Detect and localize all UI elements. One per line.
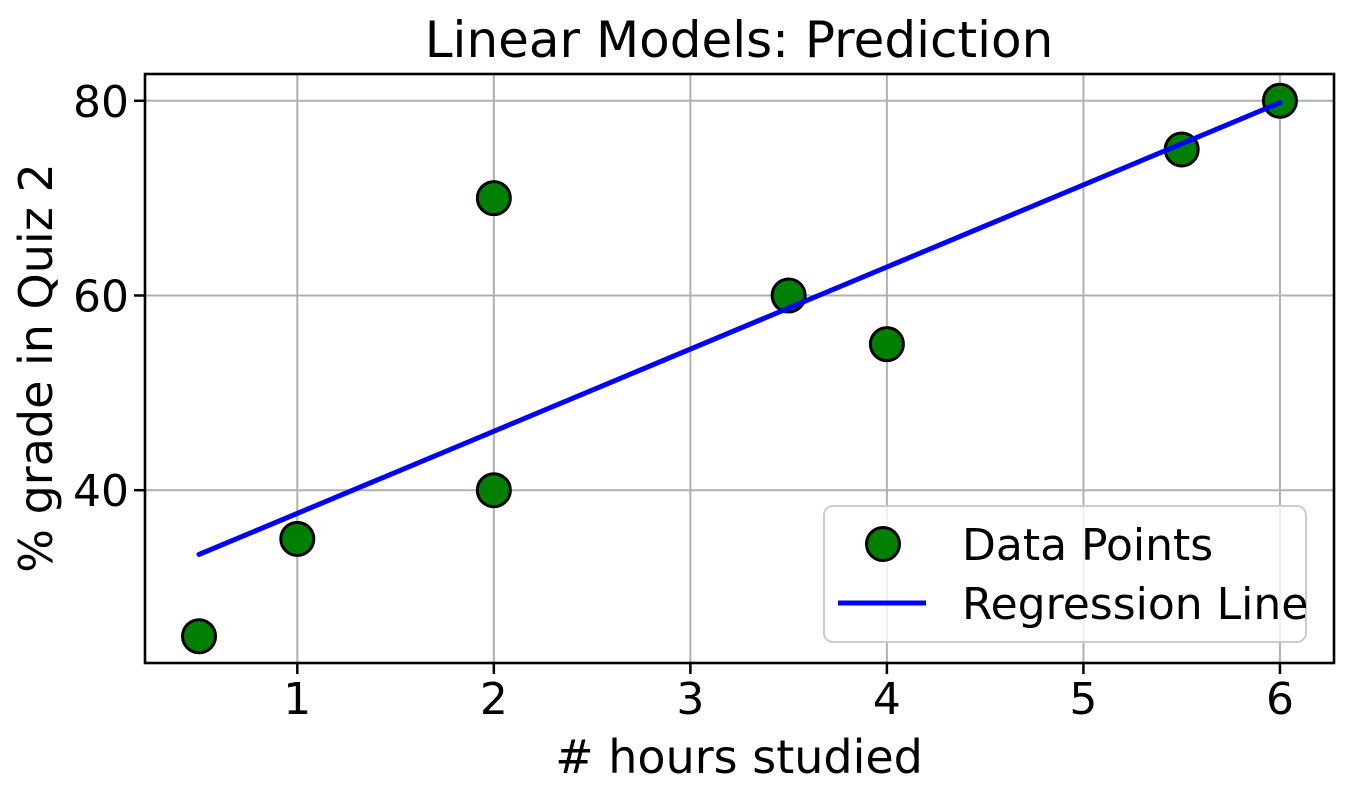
- legend-box: [823, 505, 1307, 643]
- x-tick-label-1: 1: [283, 674, 311, 725]
- data-point: [475, 180, 512, 217]
- data-point: [279, 520, 316, 557]
- y-tick-label-80: 80: [73, 77, 129, 128]
- data-point: [475, 472, 512, 509]
- x-tick-label-5: 5: [1069, 674, 1097, 725]
- x-tick-label-2: 2: [480, 674, 508, 725]
- y-tick-label-40: 40: [73, 466, 129, 517]
- y-tick-label-60: 60: [73, 271, 129, 322]
- regression-line: [196, 100, 1283, 557]
- regression-line-path: [196, 100, 1283, 557]
- x-ticks: [296, 663, 1282, 674]
- y-axis-label: % grade in Quiz 2: [9, 163, 63, 573]
- legend-label-data-points: Data Points: [962, 520, 1213, 571]
- y-ticks: [134, 99, 145, 492]
- x-tick-labels: 1 2 3 4 5 6: [283, 674, 1294, 725]
- x-tick-label-4: 4: [873, 674, 901, 725]
- y-tick-labels: 40 60 80: [73, 77, 129, 517]
- gridlines: [145, 74, 1334, 663]
- chart-title: Linear Models: Prediction: [425, 11, 1054, 69]
- legend: Data Points Regression Line: [823, 505, 1308, 643]
- data-point: [868, 326, 905, 363]
- x-tick-label-3: 3: [676, 674, 704, 725]
- x-tick-label-6: 6: [1266, 674, 1294, 725]
- x-axis-label: # hours studied: [555, 730, 923, 784]
- legend-marker-data-points: [865, 526, 901, 562]
- legend-label-regression-line: Regression Line: [962, 579, 1308, 630]
- plot-border: [143, 72, 1336, 665]
- data-point: [181, 618, 218, 655]
